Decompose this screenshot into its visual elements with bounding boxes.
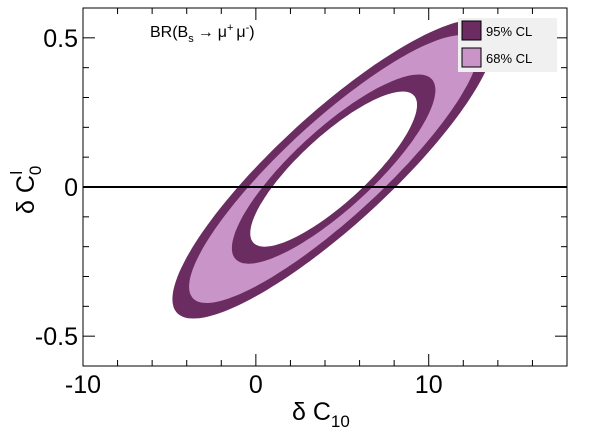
y-tick-label: 0.5 bbox=[43, 25, 78, 53]
region-95cl bbox=[172, 19, 495, 319]
chart-annotation: BR(Bs → μ+ μ-) bbox=[150, 22, 255, 45]
y-tick-label: 0 bbox=[64, 174, 78, 202]
x-tick-label: -10 bbox=[65, 371, 101, 399]
legend-swatch-68 bbox=[461, 47, 482, 68]
x-tick-label: 10 bbox=[415, 371, 443, 399]
x-tick-label: 0 bbox=[249, 371, 263, 399]
y-axis-title: δ C0l bbox=[7, 166, 45, 214]
legend-label-95: 95% CL bbox=[486, 24, 532, 39]
y-tick-label: -0.5 bbox=[35, 323, 78, 351]
axis-tick-labels: -10 0 10 -0.5 0 0.5 bbox=[35, 25, 443, 399]
legend-swatch-95 bbox=[461, 20, 482, 41]
x-axis-title: δ C10 bbox=[292, 398, 350, 431]
axis-ticks bbox=[82, 7, 568, 367]
confidence-regions bbox=[172, 19, 495, 319]
region-68cl bbox=[189, 35, 479, 303]
legend: 95% CL 68% CL bbox=[458, 18, 557, 72]
legend-label-68: 68% CL bbox=[486, 51, 532, 66]
